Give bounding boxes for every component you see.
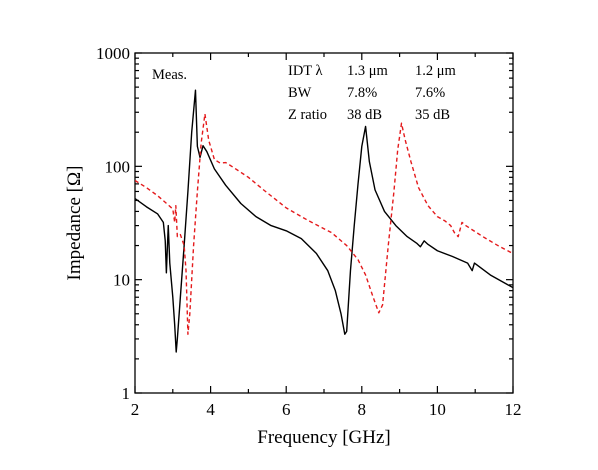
x-tick-label: 12	[505, 400, 522, 419]
x-tick-label: 2	[131, 400, 140, 419]
x-tick-label: 6	[282, 400, 291, 419]
y-tick-label: 10	[113, 271, 130, 290]
series-layer	[135, 89, 513, 353]
table-row-zratio-col1: 38 dB	[347, 107, 382, 123]
series-line-2	[135, 113, 513, 335]
tick-labels: 2 4 6 8 10 12 1 10 100 1000	[96, 44, 522, 419]
y-tick-label: 1000	[96, 44, 130, 63]
series-line-1	[135, 89, 513, 353]
table-row-bw-col1: 7.8%	[347, 85, 377, 101]
x-tick-label: 10	[429, 400, 446, 419]
table-header-col2: 1.2 μm	[415, 63, 457, 79]
table-row-bw-label: BW	[288, 85, 312, 101]
measurement-label: Meas.	[152, 67, 187, 83]
table-row-bw-col2: 7.6%	[415, 85, 445, 101]
x-tick-label: 8	[358, 400, 367, 419]
table-row-zratio-col2: 35 dB	[415, 107, 450, 123]
plot-frame	[134, 52, 514, 394]
table-row-zratio-label: Z ratio	[288, 107, 327, 123]
y-axis-title: Impedance [Ω]	[64, 166, 85, 281]
y-tick-label: 1	[122, 384, 131, 403]
table-header-col1: 1.3 μm	[347, 63, 389, 79]
x-tick-label: 4	[206, 400, 215, 419]
axis-ticks	[134, 52, 514, 394]
y-tick-label: 100	[105, 157, 131, 176]
table-header-label: IDT λ	[288, 63, 323, 79]
annotation-table: IDT λ 1.3 μm 1.2 μm BW 7.8% 7.6% Z ratio…	[288, 63, 457, 123]
x-axis-title: Frequency [GHz]	[257, 427, 390, 448]
